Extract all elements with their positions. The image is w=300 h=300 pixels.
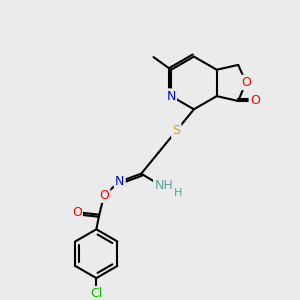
Text: NH: NH [154,179,173,192]
Text: H: H [174,188,182,198]
Text: N: N [167,90,176,103]
Text: O: O [250,94,260,107]
Text: O: O [72,206,82,219]
Text: O: O [241,76,251,89]
Text: Cl: Cl [90,287,103,300]
Text: O: O [99,189,109,202]
Text: S: S [172,124,180,137]
Text: N: N [115,175,124,188]
